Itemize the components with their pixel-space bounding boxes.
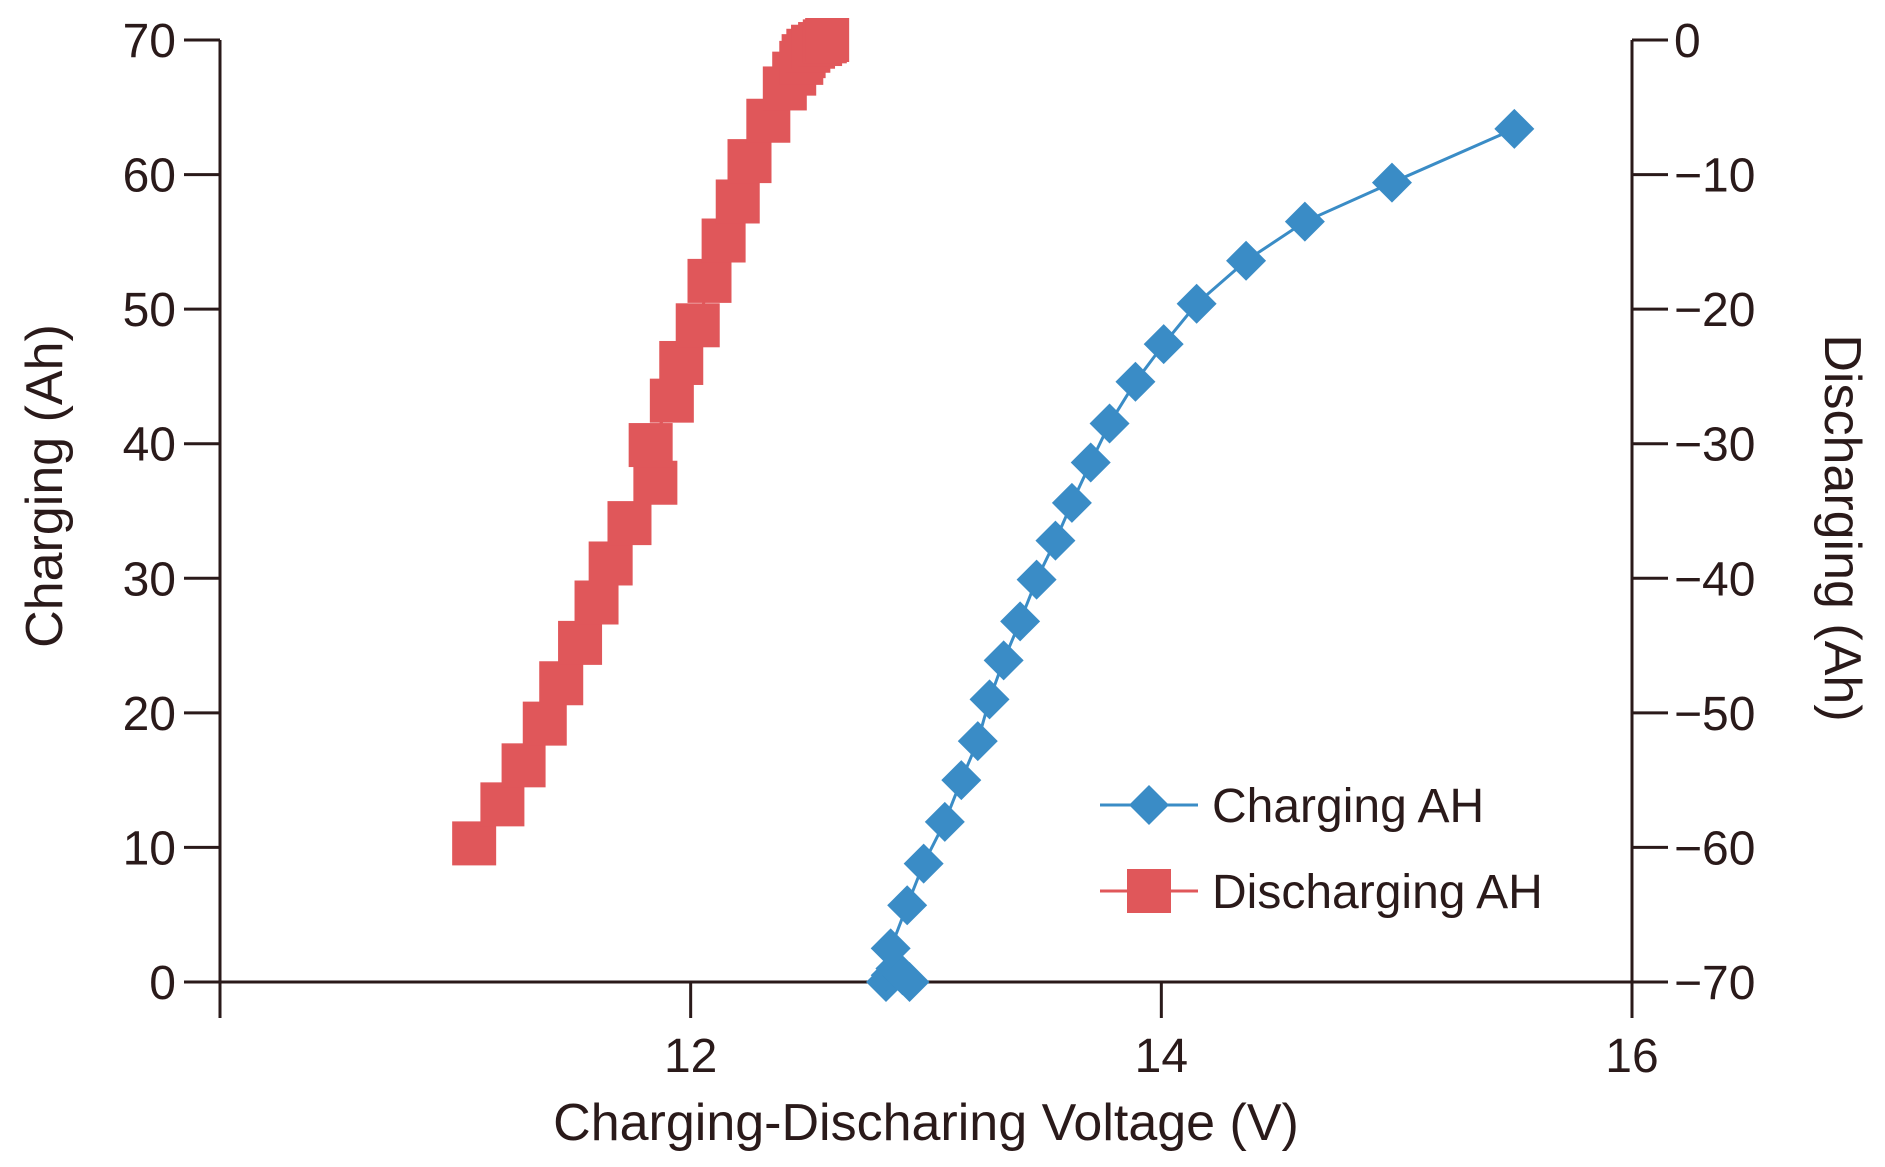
x-tick-label: 16 xyxy=(1605,1030,1658,1083)
y-tick-label: 40 xyxy=(123,419,176,472)
data-point xyxy=(983,640,1024,681)
data-point xyxy=(1176,283,1217,324)
data-point xyxy=(539,661,584,706)
data-point xyxy=(452,821,497,866)
data-point xyxy=(1035,520,1076,561)
data-point xyxy=(1226,240,1267,281)
y2-tick-label: −60 xyxy=(1674,822,1755,875)
data-point xyxy=(501,743,546,788)
x-axis-title: Charging-Discharing Voltage (V) xyxy=(553,1094,1299,1152)
data-point xyxy=(1089,403,1130,444)
series-discharging xyxy=(452,18,850,866)
data-point xyxy=(480,782,525,827)
series-charging xyxy=(865,108,1535,1002)
data-point xyxy=(1143,324,1184,365)
y2-tick-label: 0 xyxy=(1674,15,1701,68)
y-tick-label: 30 xyxy=(123,553,176,606)
data-point xyxy=(628,423,673,468)
data-point xyxy=(715,179,760,224)
data-point xyxy=(607,501,652,546)
data-point xyxy=(1115,361,1156,402)
y-tick-label: 70 xyxy=(123,15,176,68)
y-tick-label: 20 xyxy=(123,688,176,741)
data-point xyxy=(969,679,1010,720)
data-point xyxy=(941,760,982,801)
data-point xyxy=(1000,601,1041,642)
data-point xyxy=(1494,108,1535,149)
legend-marker xyxy=(1127,869,1171,913)
y-tick-label: 10 xyxy=(123,822,176,875)
y2-tick-label: −50 xyxy=(1674,688,1755,741)
data-point xyxy=(522,701,567,746)
data-point xyxy=(889,962,930,1002)
y2-tick-label: −20 xyxy=(1674,284,1755,337)
x-tick-label: 14 xyxy=(1135,1030,1188,1083)
y-tick-label: 0 xyxy=(149,957,176,1010)
data-point xyxy=(659,340,704,385)
data-point xyxy=(727,139,772,184)
data-point xyxy=(633,460,678,505)
data-point xyxy=(1371,162,1412,203)
legend-layer: Charging AH Discharging AH xyxy=(1100,780,1543,919)
y2-tick-label: −10 xyxy=(1674,150,1755,203)
y-tick-label: 60 xyxy=(123,150,176,203)
data-point xyxy=(887,885,928,926)
data-point xyxy=(1051,482,1092,523)
y2-tick-label: −30 xyxy=(1674,419,1755,472)
x-tick-label: 12 xyxy=(664,1030,717,1083)
data-point xyxy=(675,303,720,348)
legend-label: Discharging AH xyxy=(1212,866,1543,919)
series-line xyxy=(884,127,1515,984)
data-point xyxy=(903,843,944,884)
data-point xyxy=(588,541,633,586)
legend-label: Charging AH xyxy=(1212,780,1484,833)
data-point xyxy=(574,580,619,625)
y2-axis-title: Discharging (Ah) xyxy=(1813,334,1871,721)
data-point xyxy=(1284,201,1325,242)
data-point xyxy=(701,218,746,263)
y-tick-label: 50 xyxy=(123,284,176,337)
y2-tick-label: −40 xyxy=(1674,553,1755,606)
data-point xyxy=(1070,442,1111,483)
y-axis-title: Charging (Ah) xyxy=(16,324,74,648)
legend-item: Charging AH xyxy=(1100,780,1484,833)
legend-marker xyxy=(1129,785,1169,825)
legend-item: Discharging AH xyxy=(1100,866,1543,919)
data-point xyxy=(870,928,911,969)
axes-layer: 0 10 20 30 40 50 60 70 0 −10 −20 −30 −40 −50 −60 −70 12 1… xyxy=(123,15,1756,1083)
data-point xyxy=(924,801,965,842)
series-layer xyxy=(452,18,1535,1002)
data-point xyxy=(558,620,603,665)
data-point xyxy=(805,18,850,62)
data-point xyxy=(687,258,732,303)
data-point xyxy=(957,721,998,762)
data-point xyxy=(649,378,694,423)
y2-tick-label: −70 xyxy=(1674,957,1755,1010)
data-point xyxy=(1016,559,1057,600)
